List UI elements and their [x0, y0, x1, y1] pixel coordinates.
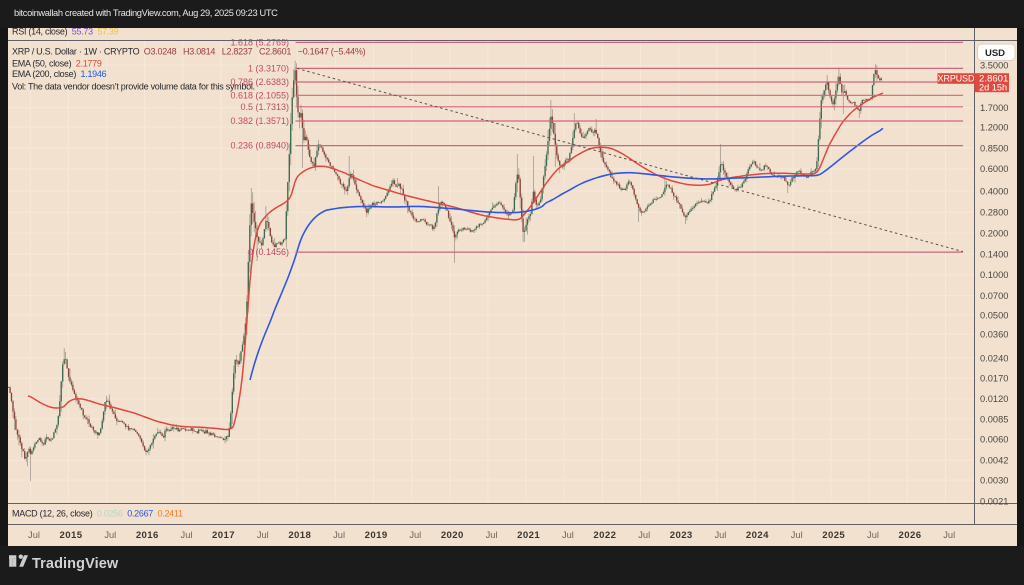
svg-text:EMA (50, close) 2.1779: EMA (50, close) 2.1779 [12, 59, 102, 69]
svg-text:2016: 2016 [136, 530, 159, 541]
svg-text:2026: 2026 [899, 530, 922, 541]
svg-text:2019: 2019 [365, 530, 388, 541]
svg-text:0.0085: 0.0085 [980, 414, 1008, 424]
svg-text:RSI (14, close) 55.73 57.39: RSI (14, close) 55.73 57.39 [12, 28, 119, 36]
svg-text:0.236 (0.8940): 0.236 (0.8940) [230, 141, 289, 151]
svg-text:0.0042: 0.0042 [980, 456, 1008, 466]
svg-text:Jul: Jul [714, 530, 726, 540]
svg-text:0.0030: 0.0030 [980, 475, 1008, 485]
svg-text:USD: USD [985, 48, 1005, 59]
svg-text:2015: 2015 [60, 530, 83, 541]
svg-text:0.0240: 0.0240 [980, 353, 1008, 363]
svg-text:Jul: Jul [943, 530, 955, 540]
svg-text:Jul: Jul [867, 530, 879, 540]
svg-text:0.2800: 0.2800 [980, 208, 1008, 218]
svg-text:0.5 (1.7313): 0.5 (1.7313) [240, 102, 289, 112]
svg-text:0.4000: 0.4000 [980, 186, 1008, 196]
svg-text:0.786 (2.6383): 0.786 (2.6383) [230, 77, 289, 87]
svg-text:2020: 2020 [441, 530, 464, 541]
svg-text:EMA (200, close) 1.1946: EMA (200, close) 1.1946 [12, 69, 107, 79]
svg-text:Jul: Jul [791, 530, 803, 540]
svg-text:Jul: Jul [333, 530, 345, 540]
svg-text:Jul: Jul [638, 530, 650, 540]
svg-text:0.6000: 0.6000 [980, 164, 1008, 174]
svg-text:0.618 (2.1055): 0.618 (2.1055) [230, 90, 289, 100]
svg-text:TradingView: TradingView [32, 556, 119, 572]
svg-text:XRP / U.S. Dollar · 1W · CRYPT: XRP / U.S. Dollar · 1W · CRYPTO O3.0248 … [12, 47, 366, 57]
svg-text:0.0021: 0.0021 [980, 496, 1008, 506]
svg-text:1 (3.3170): 1 (3.3170) [248, 63, 289, 73]
svg-text:0.0120: 0.0120 [980, 394, 1008, 404]
svg-text:Jul: Jul [104, 530, 116, 540]
svg-text:2017: 2017 [212, 530, 235, 541]
svg-text:Jul: Jul [181, 530, 193, 540]
svg-text:2018: 2018 [288, 530, 311, 541]
svg-text:XRPUSD: XRPUSD [938, 73, 975, 83]
svg-text:Vol: The data vendor doesn’t p: Vol: The data vendor doesn’t provide vol… [12, 81, 255, 91]
svg-text:MACD (12, 26, close) 0.0256: MACD (12, 26, close) 0.0256 0.2667 0.241… [12, 509, 183, 519]
svg-text:0.382 (1.3571): 0.382 (1.3571) [230, 116, 289, 126]
svg-text:Jul: Jul [409, 530, 421, 540]
svg-text:0.0700: 0.0700 [980, 291, 1008, 301]
svg-text:0.0360: 0.0360 [980, 330, 1008, 340]
svg-text:1.618 (5.2769): 1.618 (5.2769) [230, 37, 289, 47]
svg-text:Jul: Jul [562, 530, 574, 540]
svg-text:0.1000: 0.1000 [980, 270, 1008, 280]
svg-text:2025: 2025 [822, 530, 845, 541]
svg-text:1.2000: 1.2000 [980, 122, 1008, 132]
svg-text:0 (0.1456): 0 (0.1456) [248, 247, 289, 257]
svg-text:Jul: Jul [486, 530, 498, 540]
svg-text:0.2000: 0.2000 [980, 229, 1008, 239]
svg-text:2.8601: 2.8601 [979, 73, 1008, 84]
svg-text:0.8500: 0.8500 [980, 143, 1008, 153]
svg-text:2022: 2022 [593, 530, 616, 541]
svg-text:2021: 2021 [517, 530, 540, 541]
svg-text:0.0060: 0.0060 [980, 435, 1008, 445]
svg-text:0.0500: 0.0500 [980, 310, 1008, 320]
svg-text:Jul: Jul [257, 530, 269, 540]
svg-text:Jul: Jul [28, 530, 40, 540]
svg-text:2024: 2024 [746, 530, 769, 541]
svg-text:2023: 2023 [670, 530, 693, 541]
svg-text:1.7000: 1.7000 [980, 103, 1008, 113]
svg-text:0.1400: 0.1400 [980, 250, 1008, 260]
svg-text:0.0170: 0.0170 [980, 374, 1008, 384]
svg-text:3.5000: 3.5000 [980, 61, 1008, 71]
svg-text:2d 15h: 2d 15h [979, 83, 1007, 93]
